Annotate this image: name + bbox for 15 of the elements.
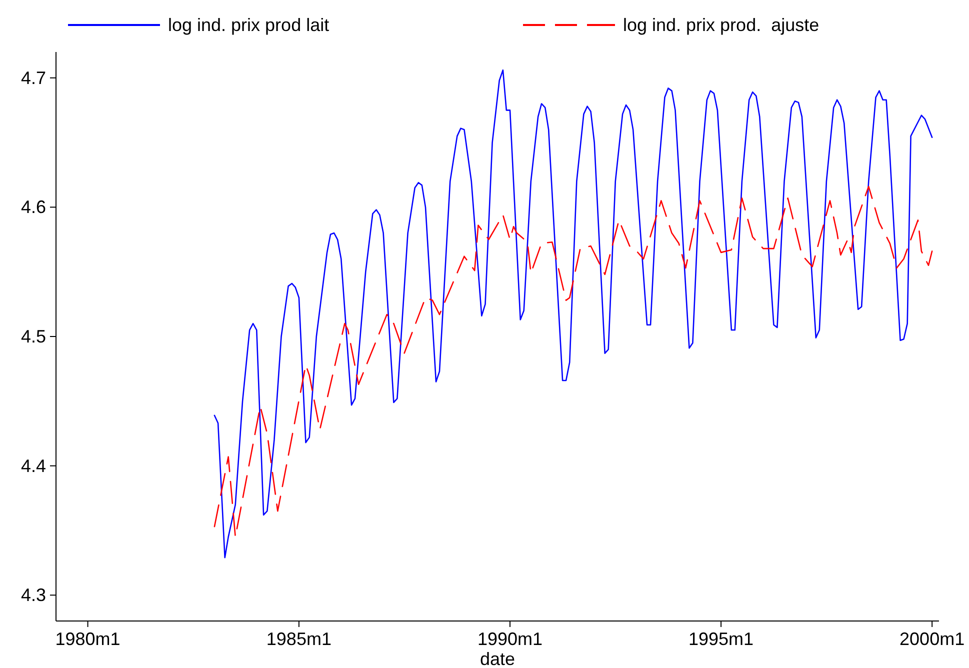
y-tick-label: 4.4 (20, 456, 46, 476)
line-series (214, 69, 933, 558)
x-tick-label: 2000m1 (900, 629, 965, 649)
x-tick-label: 1990m1 (477, 629, 543, 649)
x-axis-title: date (480, 649, 516, 668)
x-tick-label: 1980m1 (55, 629, 120, 649)
y-tick-label: 4.6 (20, 197, 46, 218)
legend-label: log ind. prix prod. ajuste (623, 15, 820, 35)
y-tick-label: 4.3 (20, 585, 46, 606)
y-tick-label: 4.7 (20, 68, 46, 88)
y-tick-label: 4.5 (20, 326, 46, 346)
x-tick-label: 1985m1 (266, 629, 332, 649)
line-series (214, 186, 933, 538)
legend-label: log ind. prix prod lait (168, 15, 330, 35)
x-tick-label: 1995m1 (688, 629, 754, 649)
